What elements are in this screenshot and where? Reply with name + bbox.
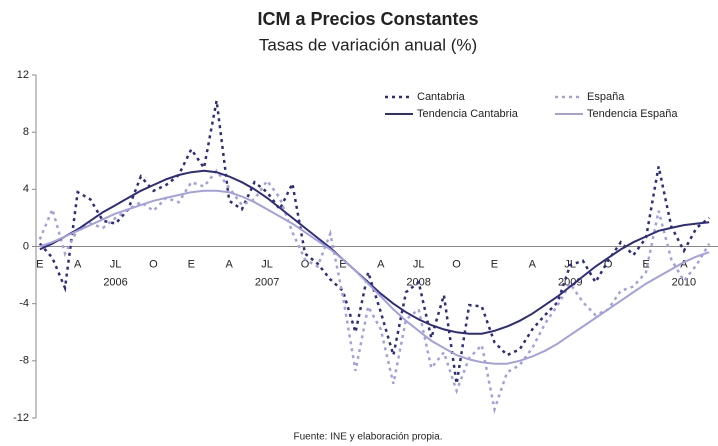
legend-label: Tendencia España [587, 108, 678, 120]
y-tick-label: -8 [19, 355, 29, 367]
x-tick-label: E [491, 258, 498, 270]
series-line [39, 169, 710, 335]
x-tick-label: E [36, 258, 43, 270]
x-tick-label: JL [110, 258, 122, 270]
x-tick-label: A [74, 258, 82, 270]
x-tick-label: O [301, 258, 310, 270]
x-tick-label: O [452, 258, 461, 270]
legend-label: España [587, 91, 625, 103]
x-tick-label: O [149, 258, 158, 270]
legend-label: Tendencia Cantabria [417, 108, 519, 120]
x-tick-label: JL [413, 258, 425, 270]
chart-title: ICM a Precios Constantes [257, 9, 478, 29]
x-tick-label: E [188, 258, 195, 270]
source-note: Fuente: INE y elaboración propia. [294, 432, 443, 443]
y-tick-label: -12 [13, 412, 29, 424]
x-tick-label: A [680, 258, 688, 270]
x-tick-label: JL [261, 258, 273, 270]
x-tick-label: E [642, 258, 649, 270]
x-tick-label: E [339, 258, 346, 270]
year-label: 2006 [103, 276, 127, 288]
x-tick-label: A [377, 258, 385, 270]
x-tick-label: O [604, 258, 613, 270]
legend-label: Cantabria [417, 91, 466, 103]
chart-subtitle: Tasas de variación anual (%) [259, 35, 477, 54]
year-label: 2007 [255, 276, 279, 288]
y-tick-label: 8 [23, 126, 29, 138]
y-tick-label: 4 [23, 183, 29, 195]
y-tick-label: 12 [17, 69, 29, 81]
year-label: 2010 [672, 276, 696, 288]
y-tick-label: -4 [19, 298, 29, 310]
series-line [38, 100, 710, 384]
series-line [39, 189, 710, 365]
x-tick-label: A [226, 258, 234, 270]
x-tick-label: A [529, 258, 537, 270]
y-tick-label: 0 [23, 240, 29, 252]
series-line [38, 168, 711, 415]
